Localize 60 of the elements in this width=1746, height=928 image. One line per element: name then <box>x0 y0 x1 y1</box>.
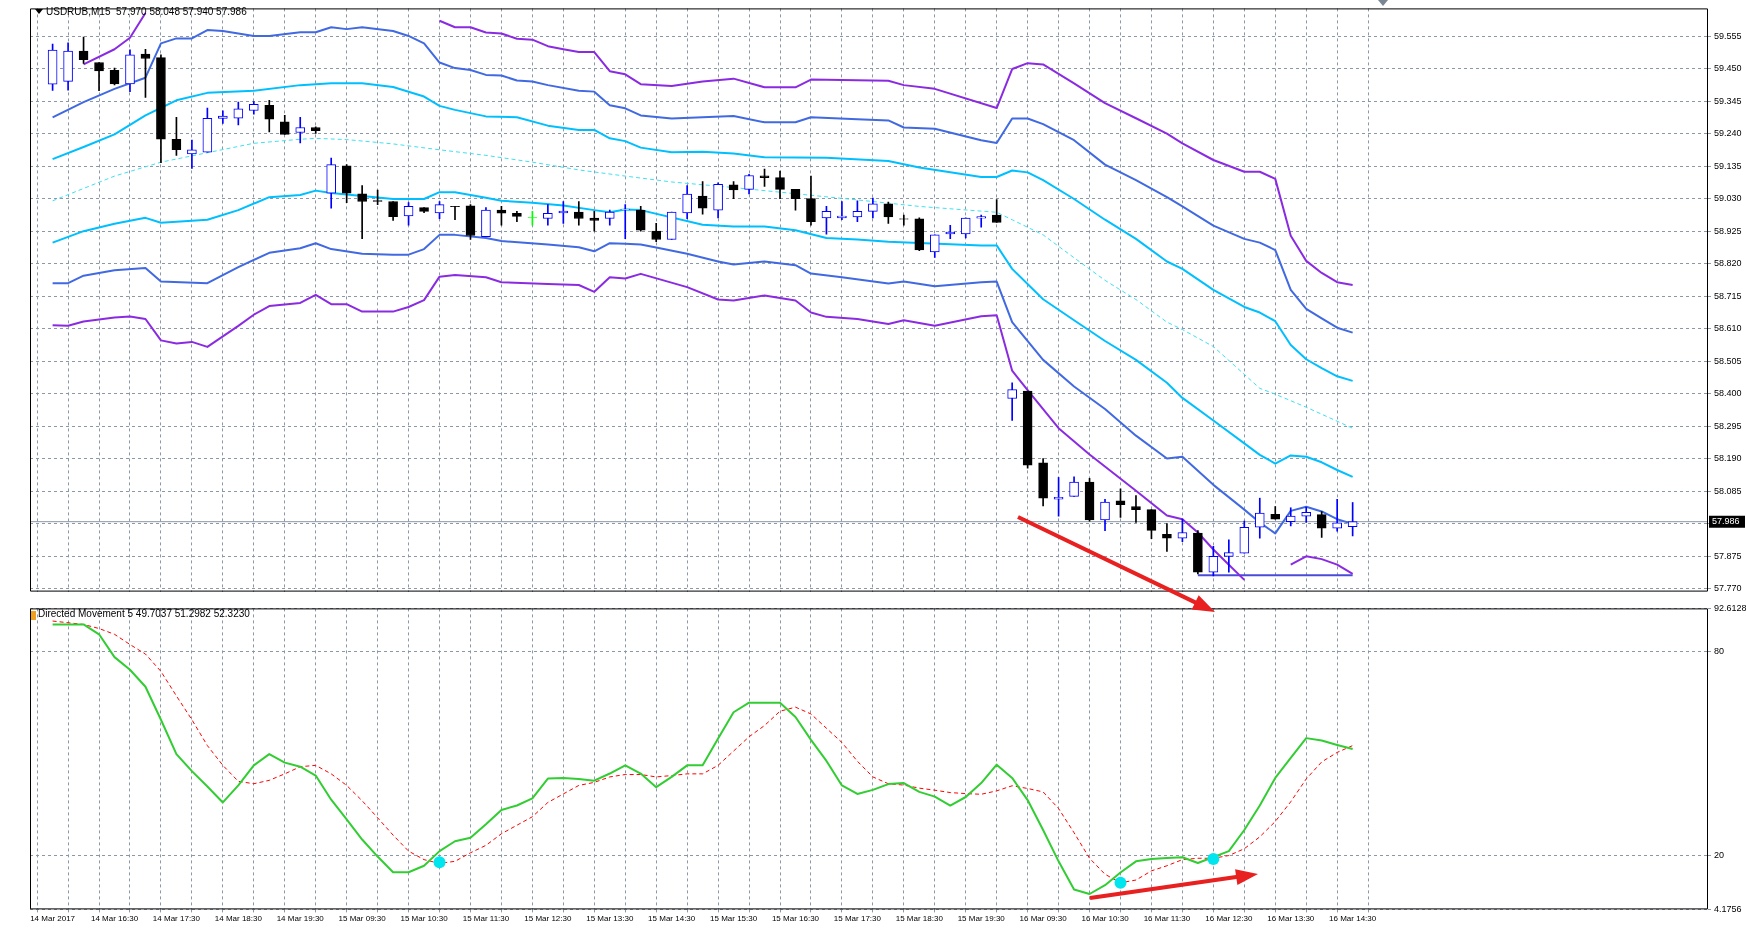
x-tick-label: 15 Mar 09:30 <box>338 914 387 924</box>
candlestick <box>295 116 306 144</box>
y-tick-label: 57.770 <box>1714 582 1742 593</box>
candlestick <box>187 139 197 169</box>
x-tick-label: 16 Mar 14:30 <box>1329 914 1377 924</box>
x-tick-label: 16 Mar 11:30 <box>1143 914 1191 924</box>
x-tick-label: 15 Mar 16:30 <box>771 914 820 924</box>
candlestick <box>450 206 460 221</box>
line-series <box>52 137 1354 429</box>
y-tick-label: 58.085 <box>1714 485 1742 496</box>
x-tick-label: 15 Mar 12:30 <box>524 914 572 924</box>
candlestick <box>589 211 600 232</box>
y-tick-label: 57.875 <box>1714 550 1742 561</box>
x-tick-label: 15 Mar 18:30 <box>895 914 944 924</box>
candlestick <box>1007 382 1017 421</box>
y-tick-label: 58.190 <box>1714 453 1742 464</box>
y-tick-label: 4.1756 <box>1714 903 1742 914</box>
y-tick-label: 59.030 <box>1714 193 1742 204</box>
y-tick-label: 58.295 <box>1714 420 1742 431</box>
y-tick-label: 59.555 <box>1714 30 1742 41</box>
x-tick-label: 15 Mar 19:30 <box>957 914 1006 924</box>
x-tick-label: 14 Mar 17:30 <box>152 914 201 924</box>
candlestick <box>1131 495 1141 523</box>
x-tick-label: 15 Mar 17:30 <box>833 914 882 924</box>
x-tick-label: 16 Mar 09:30 <box>1019 914 1068 924</box>
x-tick-label: 15 Mar 13:30 <box>586 914 634 924</box>
y-tick-label: 59.135 <box>1714 160 1742 171</box>
candlestick <box>976 214 987 228</box>
x-tick-label: 15 Mar 15:30 <box>710 914 758 924</box>
y-tick-label: 58.400 <box>1714 388 1742 399</box>
x-tick-label: 15 Mar 11:30 <box>462 914 510 924</box>
x-tick-label: 15 Mar 10:30 <box>400 914 449 924</box>
x-tick-label: 14 Mar 16:30 <box>90 914 139 924</box>
x-tick-label: 15 Mar 14:30 <box>648 914 696 924</box>
x-tick-label: 16 Mar 13:30 <box>1267 914 1315 924</box>
candlestick <box>1332 499 1342 532</box>
y-tick-label: 20 <box>1714 850 1725 861</box>
y-tick-label: 58.715 <box>1714 290 1742 301</box>
y-tick-label: 58.820 <box>1714 258 1742 269</box>
x-tick-label: 16 Mar 12:30 <box>1205 914 1253 924</box>
y-tick-label: 58.505 <box>1714 355 1742 366</box>
y-tick-label: 59.240 <box>1714 128 1742 139</box>
y-tick-label: 58.925 <box>1714 225 1742 236</box>
chart-title: USDRUB,M15 57.970 58.048 57.940 57.986 <box>46 6 247 17</box>
x-tick-label: 14 Mar 18:30 <box>214 914 263 924</box>
point <box>433 856 446 869</box>
y-tick-label: 58.610 <box>1714 323 1742 334</box>
chart-title: Directed Movement 5 49.7037 51.2982 52.3230 <box>38 608 250 619</box>
x-tick-label: 14 Mar 19:30 <box>276 914 325 924</box>
y-tick-label: 80 <box>1714 645 1725 656</box>
point <box>1114 876 1127 889</box>
y-tick-label: 92.6128 <box>1714 602 1746 613</box>
candlestick <box>357 185 367 239</box>
x-tick-label: 16 Mar 10:30 <box>1081 914 1130 924</box>
ref-line-label: 57.986 <box>1712 516 1740 527</box>
y-tick-label: 59.450 <box>1714 63 1742 74</box>
candlestick <box>1224 539 1234 573</box>
y-tick-label: 59.345 <box>1714 95 1742 106</box>
point <box>1207 852 1220 865</box>
x-tick-label: 14 Mar 2017 <box>30 914 76 924</box>
